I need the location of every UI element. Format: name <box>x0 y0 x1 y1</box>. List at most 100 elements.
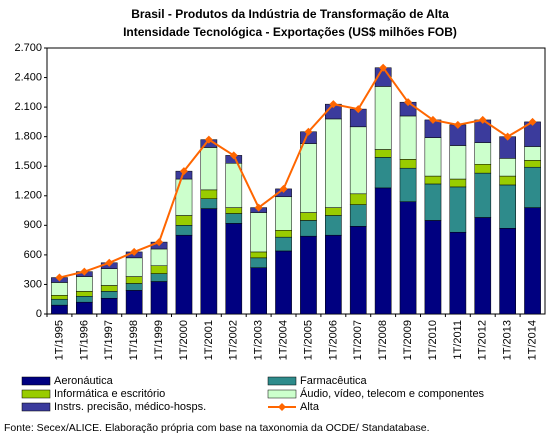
x-tick-label: 1T/2000 <box>178 320 190 360</box>
bar-segment <box>474 164 492 174</box>
legend-label: Alta <box>300 401 320 413</box>
bar-segment <box>449 231 467 315</box>
bar-segment <box>424 175 442 185</box>
line-marker <box>428 115 437 124</box>
line-marker <box>503 132 512 141</box>
bar-segment <box>225 207 243 214</box>
y-tick-label: 2.700 <box>14 42 42 54</box>
bar-segment <box>300 235 317 315</box>
x-tick-label: 1T/2003 <box>253 320 265 360</box>
line <box>59 65 534 279</box>
x-tick-label: 1T/2002 <box>228 320 240 360</box>
bar-segment <box>250 257 267 268</box>
line-marker <box>179 167 188 176</box>
legend-label: Áudio, vídeo, telecom e componentes <box>300 387 485 400</box>
bar-segment <box>175 234 193 315</box>
bar-segment <box>300 143 317 213</box>
source-note: Fonte: Secex/ALICE. Elaboração própria c… <box>4 422 430 434</box>
bar-segment <box>76 301 93 315</box>
bar-segment <box>474 172 492 218</box>
bar-segment <box>175 225 193 236</box>
legend-swatch <box>267 389 297 399</box>
y-tick-label: 2.100 <box>14 101 42 113</box>
x-tick-label: 1T/2006 <box>327 320 339 360</box>
bar-segment <box>424 137 442 177</box>
bar-segment <box>399 201 417 315</box>
line-marker <box>528 117 537 126</box>
x-tick-label: 1T/2001 <box>203 320 215 360</box>
legend-swatch <box>21 389 51 399</box>
bar-segment <box>499 228 516 315</box>
line-marker <box>55 273 64 282</box>
x-tick-label: 1T/2010 <box>427 320 439 360</box>
bar-segment <box>76 291 93 297</box>
x-tick-label: 1T/1997 <box>103 320 115 360</box>
chart-subtitle: Intensidade Tecnológica - Exportações (U… <box>123 25 457 39</box>
bar-segment <box>76 276 93 292</box>
bar-segment <box>125 257 143 277</box>
legend-swatch <box>21 402 51 412</box>
line-marker <box>304 127 313 136</box>
x-tick-label: 1T/2014 <box>526 320 538 360</box>
bar-segment <box>449 186 467 233</box>
bar-segment <box>374 157 392 189</box>
bar-segment <box>399 167 417 202</box>
bar-segment <box>325 234 342 315</box>
y-tick-label: 900 <box>24 219 42 231</box>
bar-segment <box>499 175 516 186</box>
bar-segment <box>150 248 168 266</box>
line-marker <box>329 100 338 109</box>
line-marker <box>130 247 139 256</box>
bar-segment <box>349 193 367 205</box>
legend-label: Aeronáutica <box>54 375 114 387</box>
x-tick-label: 1T/1999 <box>153 320 165 360</box>
bar-segment <box>76 296 93 303</box>
bar-segment <box>100 291 118 299</box>
y-tick-label: 1.800 <box>14 131 42 143</box>
bar-segment <box>125 290 143 315</box>
line-marker <box>404 98 413 107</box>
y-tick-label: 2.400 <box>14 71 42 83</box>
bar-segment <box>374 149 392 158</box>
x-tick-label: 1T/2008 <box>377 320 389 360</box>
bar-segment <box>499 158 516 177</box>
bar-segment <box>51 282 68 296</box>
legend-label: Informática e escritório <box>54 388 165 400</box>
bar-segment <box>275 196 292 231</box>
x-tick-label: 1T/1998 <box>128 320 140 360</box>
bar-segment <box>349 204 367 227</box>
bar-segment <box>225 213 243 224</box>
bar-segment <box>275 236 292 252</box>
bar-segment <box>399 115 417 160</box>
line-marker <box>354 105 363 114</box>
bar-segment <box>100 268 118 286</box>
x-tick-label: 1T/1996 <box>78 320 90 360</box>
bar-segment <box>374 187 392 315</box>
bar-segment <box>225 163 243 208</box>
bar-segment <box>524 207 541 315</box>
legend-swatch <box>278 403 286 411</box>
chart-title: Brasil - Produtos da Indústria de Transf… <box>131 7 449 21</box>
bar-segment <box>125 283 143 291</box>
bar-segment <box>275 230 292 238</box>
bar-segment <box>200 198 218 209</box>
x-tick-label: 1T/2004 <box>277 320 289 360</box>
line-marker <box>105 258 114 267</box>
line-marker <box>379 63 388 72</box>
bar-segment <box>300 212 317 221</box>
legend-swatch <box>267 376 297 386</box>
bar-segment <box>524 146 541 161</box>
y-tick-label: 0 <box>36 308 42 320</box>
x-tick-label: 1T/2005 <box>302 320 314 360</box>
bar-segment <box>424 220 442 315</box>
bar-segment <box>374 86 392 150</box>
bar-segment <box>424 183 442 221</box>
legend-swatch <box>21 376 51 386</box>
bar-segment <box>225 223 243 315</box>
bar-segment <box>200 189 218 199</box>
bar-segment <box>325 118 342 208</box>
bar-segment <box>325 207 342 216</box>
bar-segment <box>449 145 467 180</box>
bar-segment <box>250 267 267 315</box>
bar-segment <box>399 159 417 169</box>
